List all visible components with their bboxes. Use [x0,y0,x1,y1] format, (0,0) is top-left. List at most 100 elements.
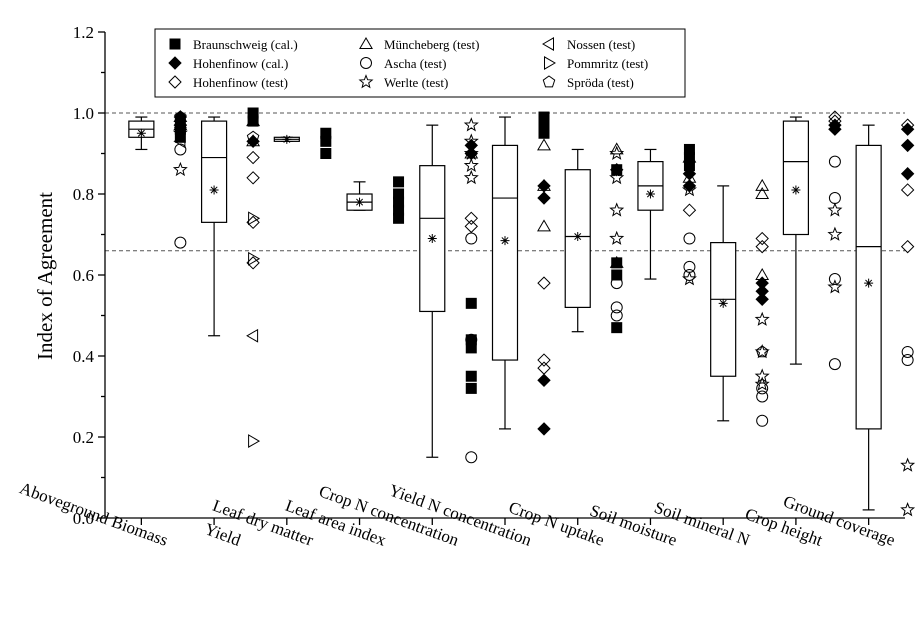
data-point [756,382,769,395]
legend-item: Pommritz (test) [544,56,648,71]
data-point [683,232,696,245]
data-point [901,354,914,367]
data-point [755,186,770,199]
data-point [465,333,478,346]
box-6 [491,116,519,430]
data-point [828,155,841,168]
box-7 [564,148,591,333]
series-9 [174,110,769,358]
data-point [828,110,842,124]
legend-marker [360,57,372,69]
data-point [173,118,188,131]
data-point [609,202,625,217]
data-point [755,239,769,254]
data-point [393,176,405,188]
data-point [681,182,697,197]
box-11 [855,124,882,511]
data-point [174,236,187,249]
mean-marker [573,232,583,242]
data-point [537,178,551,191]
series-7 [173,134,259,343]
data-point [827,226,843,241]
data-point [463,157,479,173]
y-tick-label: 0.2 [73,428,94,447]
box-4 [346,181,373,211]
data-point [900,239,915,254]
data-point [828,122,842,136]
data-point [610,162,624,177]
mean-marker [427,234,437,244]
legend-marker [169,38,181,50]
data-point [756,414,769,427]
data-point [900,122,915,136]
y-tick-label: 1.2 [73,23,94,42]
data-point [465,297,477,309]
data-point [248,211,261,226]
x-tick-label: Aboveground Biomass [17,478,170,549]
data-point [900,118,915,132]
legend-item: Braunschweig (cal.) [169,37,298,52]
y-tick-label: 0.6 [73,266,94,285]
data-point [537,138,551,151]
legend-label: Werlte (test) [384,75,448,90]
legend-label: Spröda (test) [567,75,634,90]
data-point [610,301,623,314]
mean-marker [645,189,655,199]
data-point [900,138,915,153]
box-iqr [491,144,519,361]
box-8 [637,148,664,280]
data-point [611,322,623,334]
data-point [463,169,479,185]
legend-item: Ascha (test) [360,56,446,71]
data-point [610,309,623,322]
data-point [393,212,405,224]
data-point [827,279,843,294]
legend-marker [359,37,373,49]
y-tick-label: 0.4 [73,347,95,366]
series-4 [173,109,770,280]
series-8 [248,211,261,448]
data-point [172,161,188,177]
data-point [682,150,697,163]
box-iqr [782,120,810,236]
data-point [537,191,551,205]
legend-item: Müncheberg (test) [359,37,479,52]
data-point [538,127,550,139]
legend-box [154,28,686,98]
x-tick-label: Yield [202,519,244,550]
data-point [755,178,770,191]
data-point [320,148,332,159]
box-10 [782,116,810,365]
data-point [174,122,187,135]
data-point [754,376,770,391]
data-point [755,345,769,358]
y-tick-label: 1.0 [73,104,94,123]
legend-item: Nossen (test) [542,37,635,52]
data-point [320,135,332,147]
mean-marker [355,197,365,207]
axes: 0.0 0.2 0.4 0.6 0.8 1.0 1.2 Aboveground Biomass… [17,23,905,550]
legend-label: Hohenfinow (test) [193,75,288,90]
data-point [174,110,187,123]
data-point [463,133,479,148]
data-point [537,353,551,367]
box-iqr [200,120,228,223]
legend-label: Nossen (test) [567,37,635,52]
mean-marker [136,128,146,138]
box-5 [419,124,446,458]
box-9 [710,185,737,422]
data-point [754,368,770,383]
data-point [464,219,478,234]
data-point [754,311,770,326]
data-point [900,183,915,197]
series-5 [174,143,914,464]
legend-marker [542,37,554,51]
data-point [828,273,841,286]
box-plots [128,116,882,511]
data-points [172,107,916,517]
mean-marker [718,298,728,308]
data-point [756,390,769,403]
data-point [173,118,188,132]
data-point [463,145,479,160]
